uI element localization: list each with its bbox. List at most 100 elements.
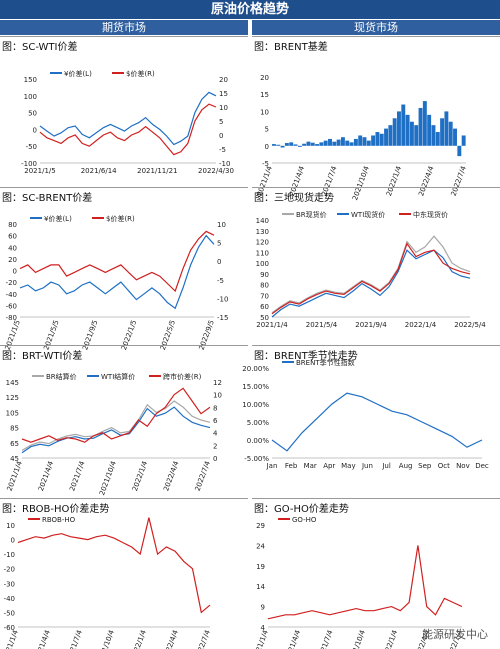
y2-tick-label: 10 bbox=[213, 392, 222, 400]
legend-label: ¥价差(L) bbox=[64, 69, 92, 78]
x-tick-label: 2021/4/4 bbox=[37, 459, 55, 492]
y-tick-label: 150 bbox=[24, 76, 37, 84]
bar bbox=[418, 107, 423, 146]
y-tick-label: 0.00% bbox=[247, 437, 270, 445]
y-tick-label: 140 bbox=[256, 217, 269, 225]
y-tick-label: 45 bbox=[10, 455, 19, 463]
y-tick-label: 100 bbox=[24, 93, 37, 101]
bar bbox=[427, 114, 432, 146]
x-tick-label: 2021/1/5 bbox=[24, 167, 55, 175]
bar bbox=[276, 144, 281, 146]
legend-label: $价差(R) bbox=[126, 69, 155, 78]
bar bbox=[371, 135, 376, 146]
y-tick-label: 105 bbox=[6, 409, 19, 417]
legend-label: ¥价差(L) bbox=[44, 214, 72, 223]
bar bbox=[414, 125, 419, 146]
legend-label: WTI现货价 bbox=[351, 210, 385, 219]
y-tick-label: -30 bbox=[4, 580, 15, 588]
x-tick-label: 2021/7/4 bbox=[66, 628, 84, 649]
bar bbox=[384, 128, 388, 146]
y-tick-label: -60 bbox=[6, 302, 17, 310]
y-tick-label: 15.00% bbox=[242, 383, 269, 391]
y-tick-label: 70 bbox=[260, 292, 269, 300]
y-tick-label: -20 bbox=[6, 279, 17, 287]
y-tick-label: -60 bbox=[4, 624, 15, 632]
bar bbox=[397, 111, 401, 146]
y2-tick-label: -10 bbox=[219, 160, 230, 168]
x-tick-label: Oct bbox=[438, 462, 450, 470]
chart-title: 图：SC-WTI价差 bbox=[2, 42, 78, 53]
x-tick-label: Apr bbox=[323, 462, 335, 470]
y-tick-label: -50 bbox=[26, 143, 37, 151]
x-tick-label: Feb bbox=[285, 462, 298, 470]
y2-tick-label: -5 bbox=[217, 277, 224, 285]
y2-tick-label: -15 bbox=[217, 314, 228, 322]
bar bbox=[315, 144, 320, 146]
y-tick-label: 0 bbox=[11, 537, 15, 545]
y-tick-label: -80 bbox=[6, 314, 17, 322]
bar bbox=[440, 118, 445, 146]
bar bbox=[422, 101, 427, 146]
chart-title: 图：BRT-WTI价差 bbox=[2, 351, 83, 362]
y-tick-label: 4 bbox=[261, 624, 266, 632]
x-tick-label: May bbox=[341, 462, 355, 470]
futures-header: 期货市场 bbox=[0, 20, 248, 35]
series-line bbox=[19, 230, 215, 293]
y-tick-label: 0 bbox=[13, 268, 17, 276]
y-tick-label: 50 bbox=[28, 110, 37, 118]
legend-label: BR结算价 bbox=[46, 372, 77, 381]
x-tick-label: 2021/5/4 bbox=[306, 321, 338, 329]
legend-label: BRENT季节性指数 bbox=[296, 358, 355, 367]
chart-panel-sc_brent: 图：SC-BRENT价差 -80 -60 -40 -20 0 20 40 60 80 -15 -10 -… bbox=[0, 187, 248, 351]
bar bbox=[362, 137, 367, 146]
y-tick-label: 145 bbox=[6, 379, 19, 387]
legend-label: 中东现货价 bbox=[413, 210, 448, 219]
series-line bbox=[271, 242, 471, 315]
legend-label: WTI结算价 bbox=[101, 372, 135, 381]
chart-panel-rbob_ho: 图：RBOB-HO价差走势 -60 -50 -40 -30 -20 -10 0 10 2021/1… bbox=[0, 498, 248, 649]
bar bbox=[409, 121, 414, 146]
bar bbox=[289, 142, 294, 146]
chart-panel-brent_seasonal: 图：BRENT季节性走势 -5.00% 0.00% 5.00% 10.00% 15.00%… bbox=[242, 345, 500, 496]
y2-tick-label: 20 bbox=[219, 76, 228, 84]
y-tick-label: 20.00% bbox=[242, 365, 269, 373]
series-line bbox=[267, 545, 463, 620]
y2-tick-label: 4 bbox=[213, 430, 218, 438]
x-tick-label: 2022/1/4 bbox=[130, 628, 148, 649]
y2-tick-label: -5 bbox=[219, 146, 226, 154]
bar bbox=[302, 143, 307, 146]
x-tick-label: 2022/5/4 bbox=[454, 321, 486, 329]
y-tick-label: 29 bbox=[256, 522, 265, 530]
y-tick-label: 5 bbox=[265, 126, 269, 134]
y-tick-label: -40 bbox=[4, 595, 15, 603]
y-tick-label: 5.00% bbox=[247, 419, 270, 427]
y-tick-label: -40 bbox=[6, 291, 17, 299]
x-tick-label: Aug bbox=[399, 462, 413, 470]
bar bbox=[392, 118, 397, 146]
y2-tick-label: 5 bbox=[217, 240, 221, 248]
y-tick-label: 10.00% bbox=[242, 401, 269, 409]
legend-label: GO-HO bbox=[292, 516, 317, 524]
series-line bbox=[21, 400, 211, 451]
y2-tick-label: 0 bbox=[213, 455, 217, 463]
y-tick-label: 80 bbox=[8, 221, 17, 229]
y2-tick-label: 0 bbox=[219, 132, 223, 140]
y-tick-label: 0 bbox=[265, 143, 269, 151]
y2-tick-label: 6 bbox=[213, 417, 218, 425]
x-tick-label: 2022/1/4 bbox=[381, 628, 399, 649]
y-tick-label: 85 bbox=[10, 425, 19, 433]
y-tick-label: 110 bbox=[256, 249, 269, 257]
chart-svg: 45 65 85 105 125 145 0 2 4 6 8 10 12 2021/1/4 2021/4/4… bbox=[6, 372, 222, 496]
bar bbox=[328, 138, 332, 146]
y2-tick-label: 2 bbox=[213, 442, 217, 450]
y-tick-label: -20 bbox=[4, 566, 15, 574]
series-line bbox=[17, 517, 211, 614]
chart-panel-three_spot: 图：三地现货走势 50 60 70 80 90 100 110 120 130 140 2021/1/… bbox=[252, 187, 500, 343]
bar bbox=[349, 142, 354, 146]
bar bbox=[340, 137, 345, 146]
series-line bbox=[271, 249, 471, 318]
bar bbox=[293, 144, 298, 146]
bar bbox=[332, 141, 337, 146]
x-tick-label: 2022/1/4 bbox=[405, 321, 437, 329]
